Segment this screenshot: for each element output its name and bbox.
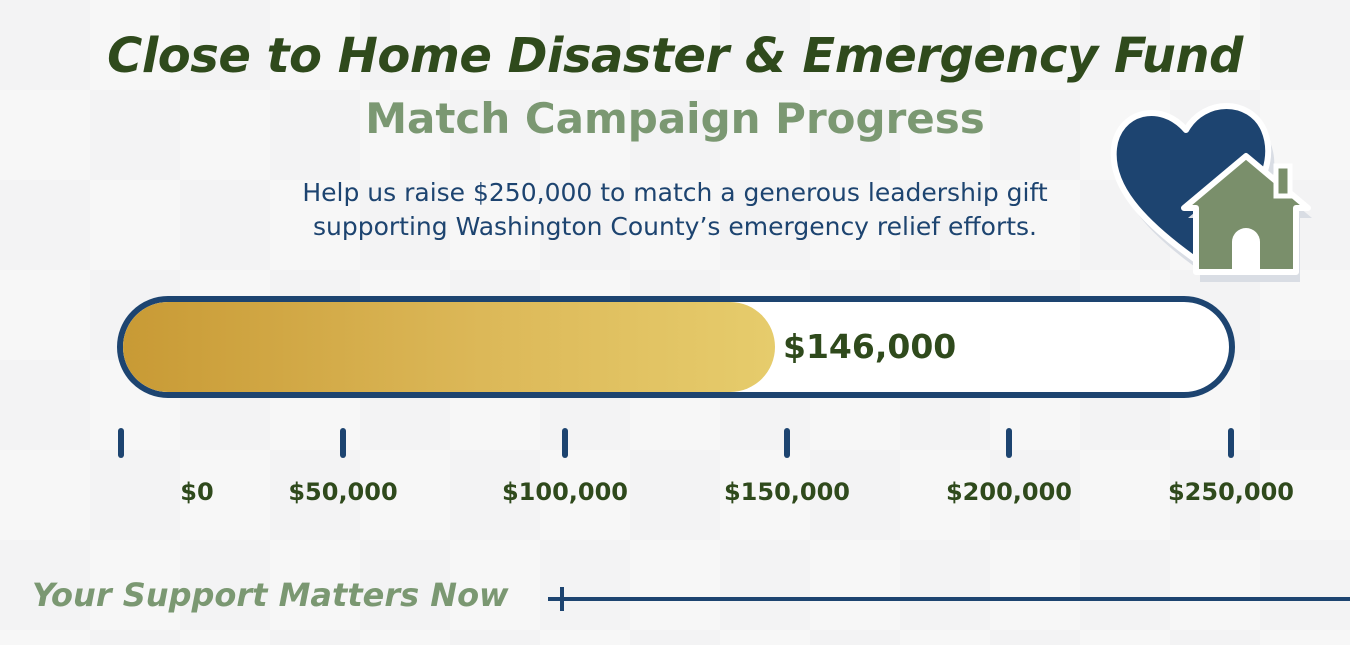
scale-tick — [1228, 428, 1234, 458]
scale-tick-label: $100,000 — [501, 478, 628, 506]
scale-tick — [118, 428, 124, 458]
scale-tick — [784, 428, 790, 458]
page-title: Close to Home Disaster & Emergency Fund — [107, 28, 1243, 84]
scale-tick — [340, 428, 346, 458]
scale-tick-label: $200,000 — [945, 478, 1072, 506]
support-tagline: Your Support Matters Now — [32, 576, 509, 614]
raised-amount: $146,000 — [783, 327, 957, 366]
scale-tick-label: $50,000 — [288, 478, 398, 506]
progress-bar: $146,000 — [117, 296, 1235, 398]
divider-cap — [560, 587, 564, 611]
divider-line — [548, 597, 1350, 601]
heart-house-icon — [1100, 96, 1320, 296]
description-line: Help us raise $250,000 to match a genero… — [302, 178, 1048, 207]
scale-tick-label: $150,000 — [723, 478, 850, 506]
description-line: supporting Washington County’s emergency… — [312, 212, 1038, 241]
scale-tick-label: $0 — [180, 478, 214, 506]
scale-tick-label: $250,000 — [1167, 478, 1294, 506]
scale-tick — [1006, 428, 1012, 458]
page-subtitle: Match Campaign Progress — [365, 94, 985, 143]
campaign-description: Help us raise $250,000 to match a genero… — [240, 176, 1110, 244]
progress-fill — [123, 302, 775, 392]
scale-tick — [562, 428, 568, 458]
